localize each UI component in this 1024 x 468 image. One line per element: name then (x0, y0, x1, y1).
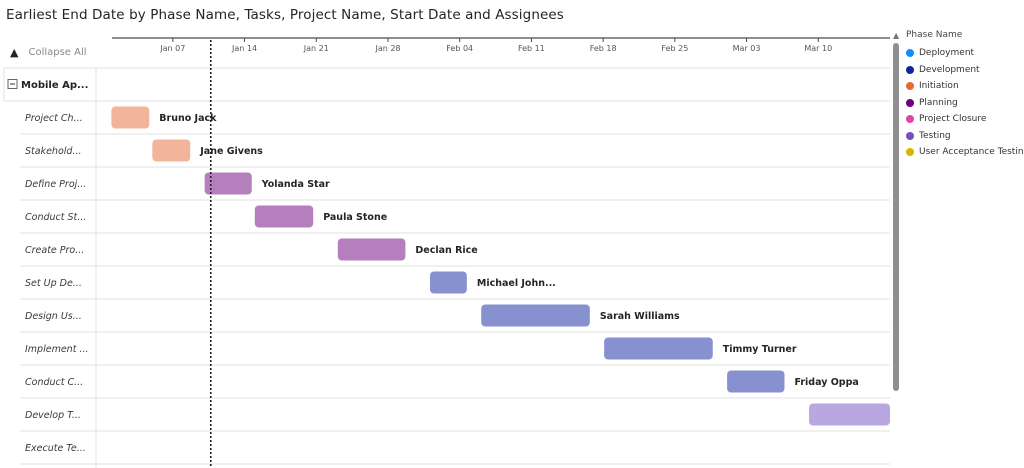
assignee-label: Sarah Williams (600, 311, 680, 322)
legend-item[interactable]: Deployment (906, 45, 1024, 62)
x-tick-label: Jan 07 (159, 44, 185, 53)
task-label: Set Up De... (25, 278, 82, 289)
legend-swatch (906, 98, 914, 107)
task-label: Create Pro... (25, 245, 84, 256)
legend-label: Deployment (919, 48, 975, 59)
collapse-all-button[interactable]: ▲ Collapse All (10, 46, 87, 59)
task-bar (727, 370, 785, 393)
legend-item[interactable]: User Acceptance Testing (906, 144, 1024, 161)
scroll-up-icon[interactable]: ▲ (893, 31, 900, 40)
assignee-label: Timmy Turner (723, 344, 797, 355)
legend-label: Planning (919, 97, 958, 108)
legend-swatch (906, 148, 914, 157)
legend-label: User Acceptance Testing (919, 147, 1024, 158)
group-label: Mobile Ap... (21, 80, 88, 91)
x-tick-label: Jan 14 (231, 44, 257, 53)
assignee-label: Paula Stone (323, 212, 387, 223)
task-label: Stakehold... (25, 146, 82, 157)
chevron-up-icon: ▲ (10, 46, 19, 59)
legend-swatch (906, 82, 914, 91)
assignee-label: Friday Oppa (794, 377, 858, 388)
legend-item[interactable]: Project Closure (906, 111, 1024, 128)
gantt-chart: Jan 07 Jan 14 Jan 21 Jan 28 Feb 04 Feb 11 Feb … (3, 37, 890, 468)
x-tick-label: Mar 03 (733, 44, 761, 53)
assignee-label: Yolanda Star (261, 179, 330, 190)
legend-item[interactable]: Initiation (906, 78, 1024, 95)
task-bar (337, 238, 406, 261)
legend-title: Phase Name (906, 30, 963, 40)
x-tick-label: Jan 21 (303, 44, 329, 53)
assignee-label: Jane Givens (199, 146, 263, 157)
vertical-scrollbar[interactable] (893, 43, 899, 391)
x-tick-label: Feb 18 (590, 44, 617, 53)
x-tick-label: Jan 28 (374, 44, 400, 53)
task-label: Implement ... (25, 344, 89, 355)
legend-item[interactable]: Development (906, 62, 1024, 79)
x-tick-label: Feb 25 (661, 44, 688, 53)
task-label: Conduct St... (25, 212, 86, 223)
assignee-label: Declan Rice (415, 245, 477, 256)
legend-swatch (906, 65, 914, 74)
legend: Phase Name Deployment Development Initiati… (906, 30, 1024, 161)
legend-item[interactable]: Testing (906, 128, 1024, 145)
collapse-all-label: Collapse All (28, 47, 87, 58)
task-bar (429, 271, 467, 294)
task-bar (111, 106, 150, 129)
task-label: Execute Te... (25, 443, 86, 454)
legend-swatch (906, 49, 914, 58)
task-label: Develop T... (25, 410, 81, 421)
task-bar (481, 304, 590, 327)
task-bar (152, 139, 191, 162)
task-label: Design Us... (25, 311, 82, 322)
legend-label: Initiation (919, 81, 959, 92)
legend-label: Testing (919, 130, 951, 141)
legend-label: Development (919, 64, 980, 75)
legend-item[interactable]: Planning (906, 95, 1024, 112)
legend-swatch (906, 115, 914, 124)
assignee-label: Michael John... (477, 278, 556, 289)
legend-swatch (906, 131, 914, 140)
legend-label: Project Closure (919, 114, 987, 125)
task-bar (809, 403, 890, 426)
task-bar (254, 205, 314, 228)
chart-title: Earliest End Date by Phase Name, Tasks, … (6, 7, 564, 23)
task-bar (604, 337, 713, 360)
x-tick-label: Mar 10 (804, 44, 832, 53)
task-label: Conduct C... (25, 377, 83, 388)
task-bar (204, 172, 252, 195)
task-label: Project Ch... (25, 113, 83, 124)
x-tick-label: Feb 04 (446, 44, 473, 53)
x-tick-label: Feb 11 (518, 44, 545, 53)
task-label: Define Proj... (25, 179, 86, 190)
assignee-label: Bruno Jack (159, 113, 217, 124)
